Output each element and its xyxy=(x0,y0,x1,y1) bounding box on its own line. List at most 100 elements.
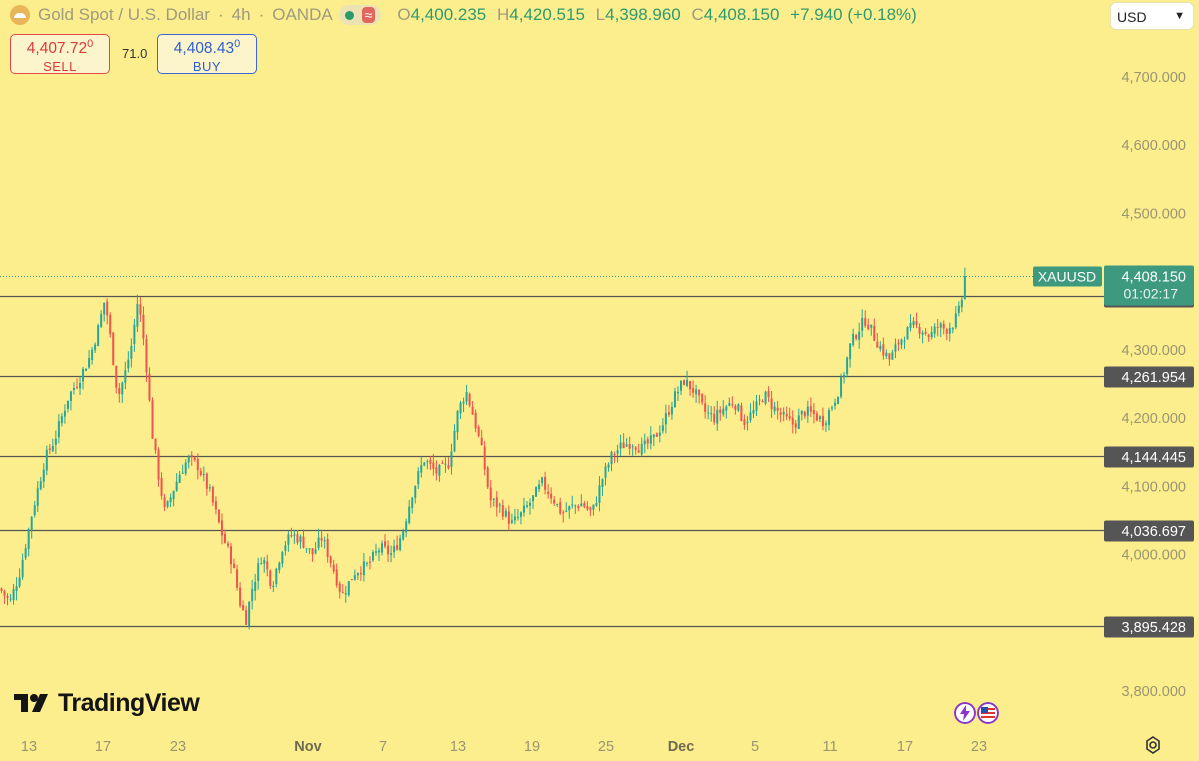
candle-body xyxy=(658,432,661,436)
sell-button[interactable]: 4,407.720 SELL xyxy=(10,34,110,74)
candle-body xyxy=(48,448,51,450)
gear-icon[interactable] xyxy=(1144,736,1162,754)
candle-body xyxy=(800,410,803,415)
x-tick-label: 23 xyxy=(170,739,186,755)
candle-body xyxy=(725,406,728,411)
market-status-pill[interactable]: ≈ xyxy=(338,5,382,25)
candle-body xyxy=(873,325,876,341)
candle-body xyxy=(465,392,468,402)
candle-body xyxy=(861,318,864,331)
candle-body xyxy=(565,511,568,513)
candle-body xyxy=(374,551,377,553)
level-label-bg xyxy=(1104,520,1194,542)
candle-body xyxy=(233,563,236,568)
y-tick-label: 4,100.000 xyxy=(1121,479,1186,495)
candle-body xyxy=(402,531,405,540)
candle-body xyxy=(827,410,830,425)
candle-body xyxy=(227,543,229,546)
candle-body xyxy=(169,497,172,503)
candle-body xyxy=(595,502,598,506)
candle-body xyxy=(269,570,272,586)
candle-body xyxy=(879,346,882,350)
candle-body xyxy=(903,340,906,342)
candle-body xyxy=(257,563,260,581)
candle-body xyxy=(462,401,465,404)
candle-body xyxy=(646,439,649,444)
y-tick-label: 4,500.000 xyxy=(1121,206,1186,222)
candle-body xyxy=(613,454,616,456)
candle-body xyxy=(704,403,707,412)
x-tick-label: 5 xyxy=(751,739,759,755)
candle-body xyxy=(438,464,441,476)
candle-body xyxy=(661,425,664,432)
candle-body xyxy=(121,382,124,395)
candle-body xyxy=(187,456,190,463)
candle-body xyxy=(562,512,565,514)
candle-body xyxy=(673,391,676,408)
symbol-tag: XAUUSD xyxy=(1038,269,1096,285)
y-tick-label: 4,200.000 xyxy=(1121,411,1186,427)
candle-body xyxy=(112,332,115,365)
candle-body xyxy=(275,568,278,585)
candle-body xyxy=(676,391,679,394)
candle-body xyxy=(450,451,453,467)
candle-body xyxy=(444,463,447,465)
candle-body xyxy=(912,321,915,326)
candle-body xyxy=(184,462,187,474)
candle-body xyxy=(109,314,112,335)
candle-body xyxy=(794,423,797,428)
candle-body xyxy=(100,314,103,327)
tradingview-brand[interactable]: TradingView xyxy=(14,688,200,718)
candle-body xyxy=(556,503,559,505)
candle-body xyxy=(541,477,544,484)
candle-body xyxy=(885,352,888,357)
candle-body xyxy=(951,328,954,330)
candle-body xyxy=(133,324,136,344)
currency-select[interactable]: USD ▼ xyxy=(1110,2,1194,30)
candle-body xyxy=(130,345,133,359)
level-label-bg xyxy=(1104,616,1194,638)
candle-body xyxy=(341,592,344,594)
candle-body xyxy=(72,387,75,391)
candle-body xyxy=(320,538,323,541)
candle-body xyxy=(824,423,827,425)
candle-body xyxy=(24,548,27,558)
candle-body xyxy=(6,595,9,598)
candle-body xyxy=(942,323,945,329)
buy-button[interactable]: 4,408.430 BUY xyxy=(157,34,257,74)
candle-body xyxy=(686,379,689,386)
gold-coin-icon xyxy=(10,5,30,25)
candle-body xyxy=(840,377,843,397)
candle-body xyxy=(858,331,861,340)
candle-body xyxy=(776,407,779,411)
candle-body xyxy=(45,449,48,471)
candle-body xyxy=(432,462,435,469)
candle-body xyxy=(15,586,18,592)
candle-body xyxy=(356,573,359,576)
lightning-icon[interactable] xyxy=(954,702,976,724)
candle-body xyxy=(852,334,855,345)
candle-body xyxy=(516,516,519,518)
interval[interactable]: 4h xyxy=(231,5,251,24)
x-tick-label: 13 xyxy=(450,739,466,755)
candle-body xyxy=(782,412,785,415)
candle-body xyxy=(260,563,263,565)
candle-body xyxy=(915,321,918,326)
candle-body xyxy=(166,501,169,507)
x-tick-label: 7 xyxy=(379,739,387,755)
candle-body xyxy=(767,391,770,398)
candle-body xyxy=(891,352,894,360)
candle-body xyxy=(538,484,541,490)
candle-body xyxy=(217,509,220,523)
candle-body xyxy=(746,421,749,424)
candle-body xyxy=(474,412,477,429)
candle-body xyxy=(60,416,63,424)
candle-body xyxy=(281,551,284,564)
candle-body xyxy=(365,562,368,564)
candle-body xyxy=(323,540,326,542)
symbol-name[interactable]: Gold Spot / U.S. Dollar xyxy=(38,5,210,24)
candle-body xyxy=(504,510,507,517)
candle-body xyxy=(667,412,670,415)
us-flag-icon[interactable] xyxy=(977,702,999,724)
